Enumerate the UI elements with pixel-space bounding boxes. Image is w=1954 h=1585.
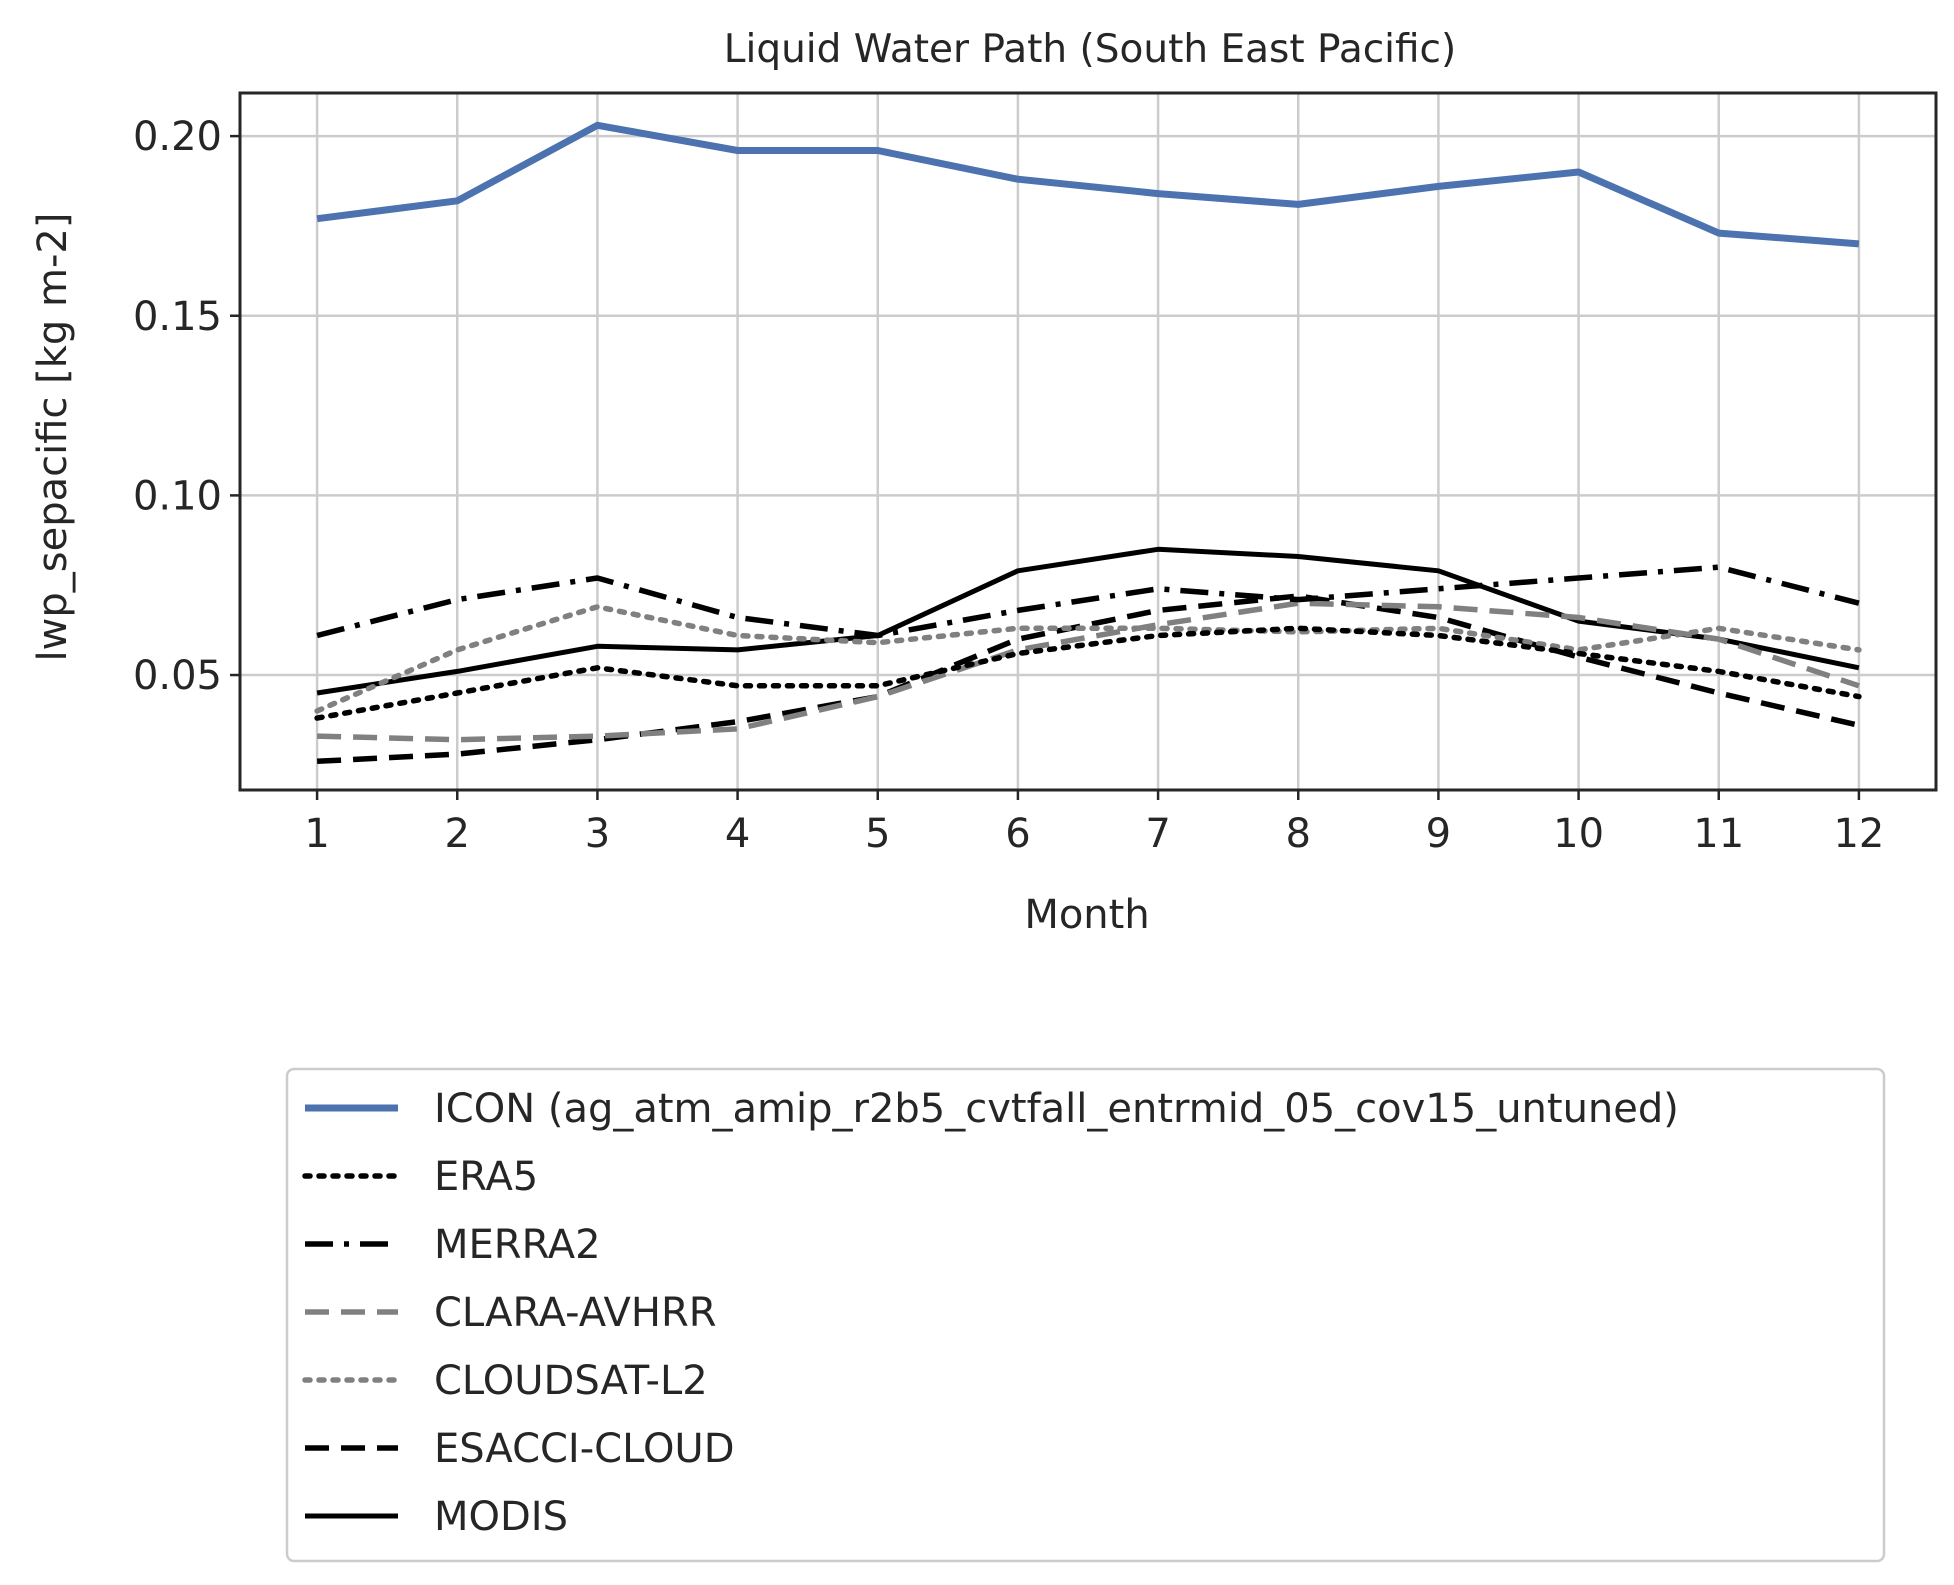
- legend-label: ICON (ag_atm_amip_r2b5_cvtfall_entrmid_0…: [434, 1086, 1679, 1132]
- x-tick-label: 11: [1693, 811, 1744, 857]
- series-line-modis: [316, 546, 1860, 696]
- series-line-clara-avhrr: [317, 600, 1860, 743]
- series-line-esacci-cloud: [316, 593, 1860, 765]
- x-tick-label: 1: [304, 811, 329, 857]
- x-tick-label: 4: [725, 811, 750, 857]
- series-line-icon: [316, 121, 1860, 248]
- x-tick-label: 10: [1553, 811, 1604, 857]
- y-tick-label: 0.05: [133, 653, 222, 699]
- grid: [240, 93, 1936, 790]
- x-tick-label: 8: [1286, 811, 1311, 857]
- x-tick-label: 12: [1833, 811, 1884, 857]
- legend-label: CLARA-AVHRR: [434, 1290, 717, 1336]
- legend-label: ERA5: [434, 1154, 538, 1200]
- legend: ICON (ag_atm_amip_r2b5_cvtfall_entrmid_0…: [285, 1067, 1886, 1563]
- plot-frame: [238, 91, 1938, 792]
- x-tick-label: 3: [585, 811, 610, 857]
- legend-label: MODIS: [434, 1494, 568, 1540]
- legend-label: MERRA2: [434, 1222, 601, 1268]
- y-tick-label: 0.10: [133, 473, 222, 519]
- axis-ticks: 1 2 3 4 5 6 7 8 9 10 11 120.050.100.150.20: [133, 114, 1884, 857]
- legend-box: [285, 1067, 1886, 1563]
- chart-title: Liquid Water Path (South East Pacific): [724, 27, 1456, 72]
- y-axis-label: lwp_sepacific [kg m-2]: [30, 213, 76, 662]
- y-tick-label: 0.20: [133, 114, 222, 160]
- x-tick-label: 9: [1426, 811, 1451, 857]
- x-axis-label: Month: [1024, 892, 1149, 938]
- legend-label: ESACCI-CLOUD: [434, 1426, 735, 1472]
- x-tick-label: 6: [1005, 811, 1030, 857]
- plot-lines: [314, 121, 1862, 765]
- x-tick-label: 7: [1145, 811, 1170, 857]
- y-tick-label: 0.15: [133, 294, 222, 340]
- x-tick-label: 2: [445, 811, 470, 857]
- legend-label: CLOUDSAT-L2: [434, 1358, 708, 1404]
- x-tick-label: 5: [865, 811, 890, 857]
- series-line-merra2: [316, 564, 1860, 639]
